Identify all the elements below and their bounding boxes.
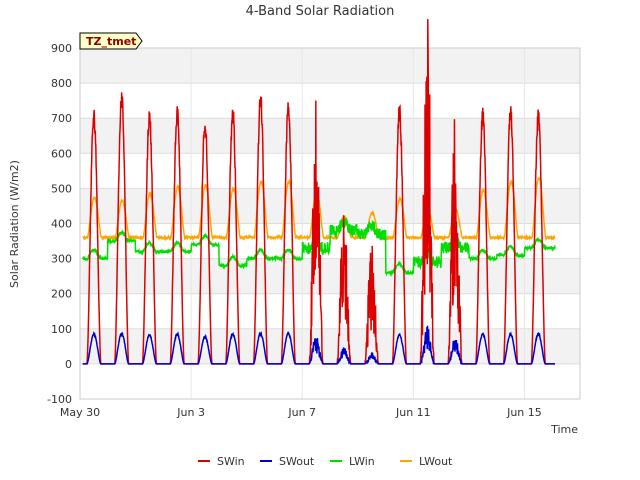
chart-title: 4-Band Solar Radiation — [246, 4, 395, 19]
y-tick-label: 200 — [51, 288, 72, 301]
series-layer — [82, 19, 556, 365]
y-tick-label: 800 — [51, 77, 72, 90]
plot-border — [79, 47, 581, 400]
x-tick-label: Jun 7 — [287, 406, 316, 419]
y-tick-label: 700 — [51, 112, 72, 125]
background-band — [80, 48, 580, 84]
y-axis-ticks: -100 0 100 200 300 400 500 600 700 800 900 — [47, 42, 72, 406]
y-tick-label: 500 — [51, 182, 72, 195]
background-band — [80, 188, 580, 224]
x-tick-label: Jun 15 — [506, 406, 542, 419]
x-tick-label: Jun 11 — [395, 406, 431, 419]
y-tick-label: 600 — [51, 147, 72, 160]
background-bands — [80, 48, 580, 364]
x-tick-label: Jun 3 — [176, 406, 205, 419]
legend: SWin SWout LWin LWout — [198, 455, 453, 468]
y-tick-label: 0 — [65, 358, 72, 371]
x-tick-label: May 30 — [60, 406, 100, 419]
series-line-swout — [82, 325, 555, 365]
y-tick-label: 100 — [51, 323, 72, 336]
site-tag-box — [79, 32, 143, 50]
site-tag-label: TZ_tmet — [86, 35, 136, 48]
x-axis-ticks: May 30 Jun 3 Jun 7 Jun 11 Jun 15 — [60, 406, 542, 419]
y-tick-label: 300 — [51, 253, 72, 266]
background-band — [80, 258, 580, 294]
legend-label-swout: SWout — [279, 455, 315, 468]
background-band — [80, 328, 580, 364]
legend-label-swin: SWin — [217, 455, 245, 468]
site-tag: TZ_tmet — [79, 32, 143, 50]
background-band — [80, 118, 580, 154]
legend-label-lwout: LWout — [419, 455, 453, 468]
y-tick-label: 900 — [51, 42, 72, 55]
y-tick-label: -100 — [47, 393, 72, 406]
y-tick-label: 400 — [51, 218, 72, 231]
x-axis-label: Time — [550, 423, 578, 436]
y-axis-label: Solar Radiation (W/m2) — [8, 160, 21, 288]
legend-label-lwin: LWin — [349, 455, 375, 468]
